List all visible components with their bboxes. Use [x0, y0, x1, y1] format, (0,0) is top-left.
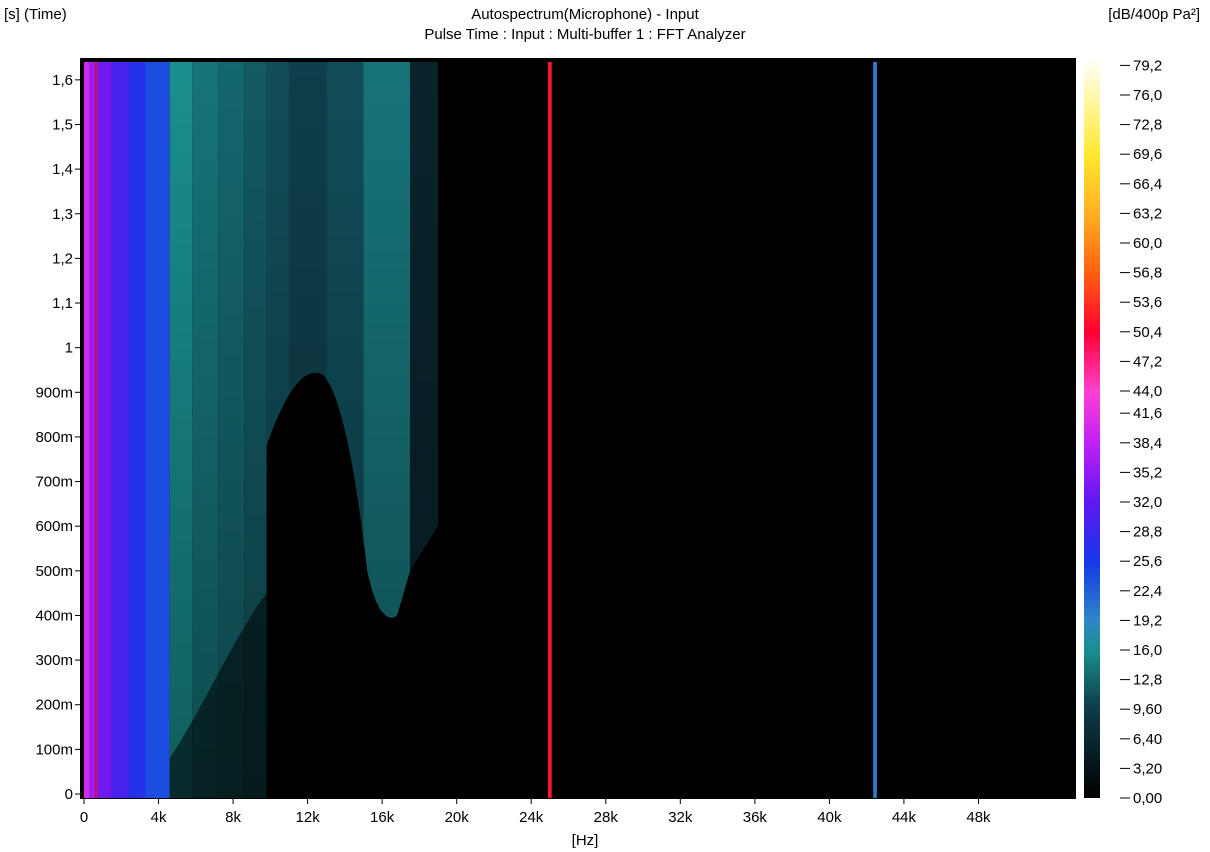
y-tick-label: 1,1 [52, 295, 73, 312]
colorbar-tick-label: 16,0 [1133, 642, 1162, 659]
y-axis-unit-label: [s] (Time) [4, 6, 67, 23]
x-tick-label: 12k [296, 809, 321, 826]
colorbar-tick-label: 41,6 [1133, 405, 1162, 422]
colorbar-tick-label: 60,0 [1133, 235, 1162, 252]
colorbar-tick-label: 44,0 [1133, 383, 1162, 400]
y-tick-label: 700m [35, 474, 73, 491]
colorbar-ticks: 79,2 76,0 72,8 69,6 66,4 63,2 60,0 56,8 53,6 50,4… [1120, 57, 1162, 807]
band-4 [112, 62, 129, 798]
colorbar-tick-label: 12,8 [1133, 672, 1162, 689]
colorbar-tick-label: 50,4 [1133, 324, 1162, 341]
y-tick-label: 900m [35, 384, 73, 401]
colorbar-tick-label: 69,6 [1133, 146, 1162, 163]
y-tick-label: 200m [35, 697, 73, 714]
band-0 [84, 62, 90, 798]
colorbar-tick-label: 0,00 [1133, 790, 1162, 807]
colorbar-tick-label: 19,2 [1133, 612, 1162, 629]
x-tick-label: 8k [225, 809, 241, 826]
y-tick-label: 400m [35, 607, 73, 624]
x-tick-label: 24k [519, 809, 544, 826]
colorbar-tick-label: 28,8 [1133, 524, 1162, 541]
band-17 [873, 62, 877, 798]
y-tick-label: 1,3 [52, 206, 73, 223]
axes: 0 100m 200m 300m 400m 500m 600m 700m 800m 900m 1 1,… [35, 58, 1076, 826]
colorbar-tick-label: 25,6 [1133, 553, 1162, 570]
x-tick-label: 20k [445, 809, 470, 826]
colorbar-tick-label: 9,60 [1133, 701, 1162, 718]
low-energy-regions [169, 372, 439, 798]
colorbar-tick-label: 6,40 [1133, 731, 1162, 748]
colorbar-tick-label: 72,8 [1133, 117, 1162, 134]
colorbar-tick-label: 32,0 [1133, 494, 1162, 511]
band-16 [548, 62, 552, 798]
colorbar-tick-label: 56,8 [1133, 265, 1162, 282]
colorbar-tick-label: 79,2 [1133, 57, 1162, 74]
colorbar-tick-label: 38,4 [1133, 435, 1162, 452]
x-tick-label: 48k [966, 809, 991, 826]
decay-lobe-low [169, 593, 267, 798]
y-tick-label: 300m [35, 652, 73, 669]
y-tick-label: 0 [65, 786, 73, 803]
decay-lobe-mid [266, 372, 439, 798]
y-tick-label: 800m [35, 429, 73, 446]
colorbar [1084, 58, 1100, 798]
chart-title: Autospectrum(Microphone) - Input [471, 6, 699, 23]
colorbar-tick-label: 53,6 [1133, 294, 1162, 311]
y-tick-label: 1 [65, 340, 73, 357]
x-tick-label: 28k [594, 809, 619, 826]
band-3 [97, 62, 112, 798]
x-tick-label: 4k [151, 809, 167, 826]
band-5 [128, 62, 146, 798]
colorbar-tick-label: 63,2 [1133, 205, 1162, 222]
x-tick-label: 44k [892, 809, 917, 826]
colorbar-tick-label: 76,0 [1133, 87, 1162, 104]
y-tick-label: 1,2 [52, 250, 73, 267]
colorbar-tick-label: 66,4 [1133, 176, 1162, 193]
colorbar-tick-label: 3,20 [1133, 760, 1162, 777]
x-tick-label: 36k [743, 809, 768, 826]
y-tick-label: 100m [35, 741, 73, 758]
x-tick-label: 32k [668, 809, 693, 826]
y-tick-label: 1,4 [52, 161, 73, 178]
x-axis-unit-label: [Hz] [571, 832, 599, 849]
y-tick-label: 1,5 [52, 116, 73, 133]
y-tick-label: 600m [35, 518, 73, 535]
band-2 [95, 62, 98, 798]
chart-subtitle: Pulse Time : Input : Multi-buffer 1 : FF… [424, 26, 746, 43]
colorbar-tick-label: 35,2 [1133, 464, 1162, 481]
colorbar-tick-label: 22,4 [1133, 583, 1162, 600]
band-6 [145, 62, 170, 798]
y-tick-label: 500m [35, 563, 73, 580]
x-tick-label: 0 [80, 809, 88, 826]
x-tick-label: 40k [817, 809, 842, 826]
y-tick-label: 1,6 [52, 72, 73, 89]
colorbar-unit-label: [dB/400p Pa²] [1108, 6, 1200, 23]
x-tick-label: 16k [370, 809, 395, 826]
band-1 [89, 62, 96, 798]
colorbar-tick-label: 47,2 [1133, 353, 1162, 370]
